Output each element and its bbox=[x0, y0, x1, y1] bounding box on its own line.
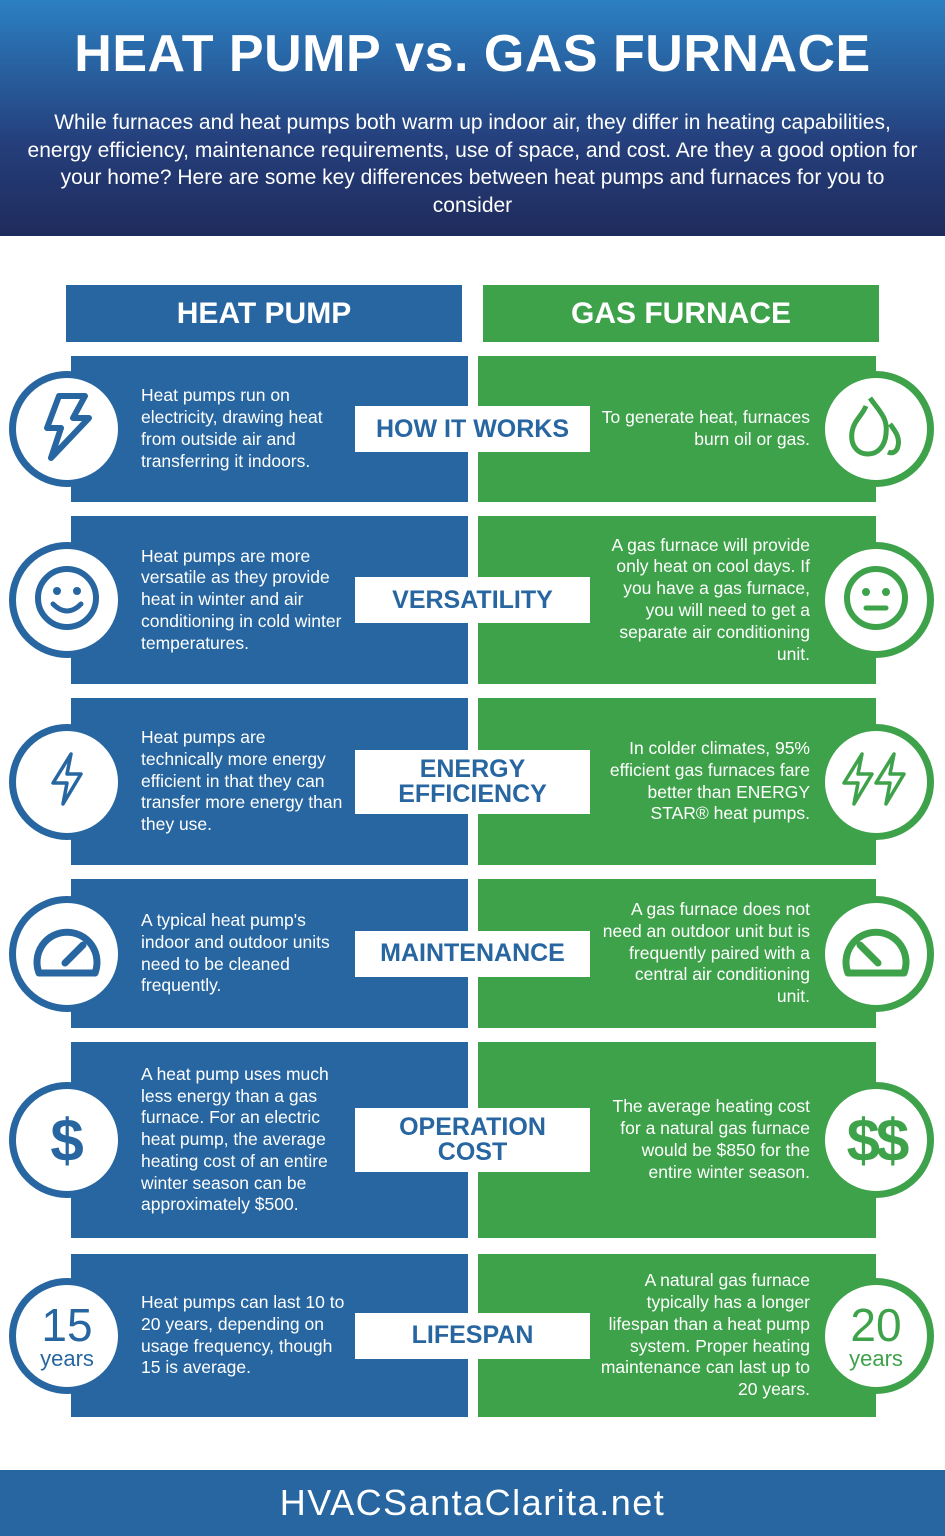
gauge-icon bbox=[31, 923, 103, 984]
header-banner: HEAT PUMP vs. GAS FURNACE While furnaces… bbox=[0, 0, 945, 236]
category-label-text: LIFESPAN bbox=[411, 1321, 534, 1349]
heat-pump-description: Heat pumps can last 10 to 20 years, depe… bbox=[141, 1291, 345, 1378]
heat-pump-text: A heat pump uses much less energy than a… bbox=[141, 1042, 351, 1238]
gauge-icon bbox=[840, 923, 912, 984]
dollar-icon: $ bbox=[50, 1106, 84, 1174]
gas-furnace-description: In colder climates, 95% efficient gas fu… bbox=[609, 737, 810, 824]
heat-pump-text: Heat pumps run on electricity, drawing h… bbox=[141, 356, 351, 502]
column-header-gas-furnace: GAS FURNACE bbox=[483, 285, 879, 342]
gas-furnace-description: A natural gas furnace typically has a lo… bbox=[600, 1270, 810, 1400]
single-bolt-icon bbox=[47, 751, 87, 812]
category-label-text: MAINTENANCE bbox=[380, 939, 565, 967]
category-label-text: VERSATILITY bbox=[392, 585, 553, 614]
gas-furnace-text: A gas furnace does not need an outdoor u… bbox=[600, 879, 810, 1028]
heat-pump-description: A typical heat pump's indoor and outdoor… bbox=[141, 909, 330, 996]
neutral-face-icon bbox=[842, 564, 910, 637]
heat-pump-icon-circle bbox=[9, 723, 125, 840]
gas-furnace-icon-circle: $$ bbox=[818, 1082, 934, 1198]
heat-pump-text: A typical heat pump's indoor and outdoor… bbox=[141, 879, 351, 1028]
double-dollar-icon: $$ bbox=[846, 1106, 910, 1174]
heat-pump-icon-circle bbox=[9, 895, 125, 1012]
column-header-heat-pump: HEAT PUMP bbox=[66, 285, 462, 342]
heat-pump-description: Heat pumps are more versatile as they pr… bbox=[141, 545, 342, 653]
gas-furnace-icon-circle bbox=[818, 723, 934, 840]
category-label-text: OPERATION COST bbox=[399, 1113, 546, 1166]
gas-furnace-text: To generate heat, furnaces burn oil or g… bbox=[600, 356, 810, 502]
category-label: ENERGY EFFICIENCY bbox=[355, 749, 590, 814]
gas-furnace-text: A gas furnace will provide only heat on … bbox=[600, 516, 810, 684]
footer-website: HVACSantaClarita.net bbox=[0, 1470, 945, 1536]
gas-furnace-icon-circle bbox=[818, 895, 934, 1012]
gas-furnace-description: To generate heat, furnaces burn oil or g… bbox=[601, 407, 810, 449]
category-label: VERSATILITY bbox=[355, 577, 590, 623]
gas-furnace-text: A natural gas furnace typically has a lo… bbox=[600, 1254, 810, 1417]
gas-furnace-description: A gas furnace will provide only heat on … bbox=[611, 534, 810, 664]
gas-furnace-text: In colder climates, 95% efficient gas fu… bbox=[600, 698, 810, 865]
lightning-bolt-icon bbox=[37, 392, 97, 467]
heat-pump-description: Heat pumps run on electricity, drawing h… bbox=[141, 385, 323, 471]
heat-pump-icon-circle bbox=[9, 542, 125, 658]
category-label: HOW IT WORKS bbox=[355, 406, 590, 452]
double-bolt-icon bbox=[840, 751, 912, 812]
years-number: 20 bbox=[850, 1298, 902, 1351]
heat-pump-description: Heat pumps are technically more energy e… bbox=[141, 727, 343, 835]
heat-pump-text: Heat pumps are technically more energy e… bbox=[141, 698, 351, 865]
years-unit: years bbox=[40, 1345, 94, 1371]
page-title: HEAT PUMP vs. GAS FURNACE bbox=[74, 25, 871, 83]
gas-furnace-icon-circle: 20 years bbox=[818, 1277, 934, 1394]
gas-furnace-icon-circle bbox=[818, 371, 934, 487]
flame-icon bbox=[846, 392, 906, 467]
smiley-face-icon bbox=[33, 564, 101, 637]
heat-pump-description: A heat pump uses much less energy than a… bbox=[141, 1063, 329, 1215]
intro-text: While furnaces and heat pumps both warm … bbox=[27, 111, 918, 217]
heat-pump-icon-circle: 15 years bbox=[9, 1277, 125, 1394]
gas-furnace-description: A gas furnace does not need an outdoor u… bbox=[602, 899, 810, 1007]
years-unit: years bbox=[849, 1345, 903, 1371]
gas-furnace-description: The average heating cost for a natural g… bbox=[612, 1096, 811, 1182]
heat-pump-icon-circle: $ bbox=[9, 1082, 125, 1198]
category-label-text: ENERGY EFFICIENCY bbox=[398, 754, 547, 808]
category-label: MAINTENANCE bbox=[355, 930, 590, 977]
lifespan-15-years: 15 years bbox=[40, 1302, 94, 1370]
lifespan-20-years: 20 years bbox=[849, 1302, 903, 1370]
gas-furnace-icon-circle bbox=[818, 542, 934, 658]
years-number: 15 bbox=[41, 1298, 93, 1351]
heat-pump-icon-circle bbox=[9, 371, 125, 487]
gas-furnace-text: The average heating cost for a natural g… bbox=[600, 1042, 811, 1238]
heat-pump-text: Heat pumps are more versatile as they pr… bbox=[141, 516, 351, 684]
heat-pump-text: Heat pumps can last 10 to 20 years, depe… bbox=[141, 1254, 351, 1417]
category-label: LIFESPAN bbox=[355, 1312, 590, 1359]
category-label-text: HOW IT WORKS bbox=[375, 414, 570, 443]
category-label: OPERATION COST bbox=[355, 1108, 590, 1172]
